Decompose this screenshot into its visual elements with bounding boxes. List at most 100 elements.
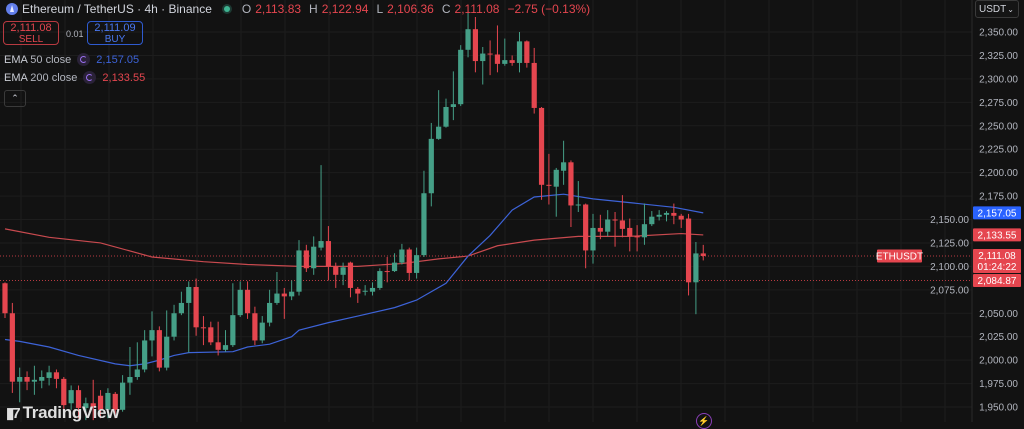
candle-body xyxy=(120,382,126,410)
grid xyxy=(0,0,972,422)
candle xyxy=(39,370,45,389)
candle xyxy=(671,203,677,225)
candle-body xyxy=(472,29,478,62)
candle xyxy=(575,181,581,212)
candle xyxy=(208,321,214,346)
candle-body xyxy=(362,290,368,292)
candle xyxy=(531,47,537,114)
countdown-text: 01:24:22 xyxy=(978,262,1017,273)
candle-body xyxy=(494,54,501,64)
candle-body xyxy=(634,236,640,238)
candle xyxy=(46,365,52,386)
price-lines xyxy=(0,255,972,282)
candle xyxy=(355,287,361,303)
candle xyxy=(612,212,618,247)
candle-body xyxy=(17,377,23,382)
candle xyxy=(391,253,398,272)
order-quantity[interactable]: 0.01 xyxy=(66,29,84,39)
candle xyxy=(252,306,258,346)
candle-body xyxy=(105,392,111,410)
currency-selector[interactable]: USDT ⌄ xyxy=(975,0,1019,18)
y-tick-label: 2,275.00 xyxy=(979,98,1018,109)
chevron-up-icon: ⌃ xyxy=(11,93,19,103)
sell-button[interactable]: 2,111.08 SELL xyxy=(3,21,59,45)
candle xyxy=(215,321,221,356)
candle-body xyxy=(186,287,192,303)
symbol-title[interactable]: Ethereum / TetherUS · 4h · Binance xyxy=(22,2,212,16)
y-tick-label: 2,300.00 xyxy=(979,74,1018,85)
candle-body xyxy=(311,246,317,269)
candle-body xyxy=(355,288,361,294)
candle xyxy=(222,330,229,352)
candle xyxy=(274,272,280,305)
y-tick-label: 2,000.00 xyxy=(979,356,1018,367)
candle-body xyxy=(61,378,67,406)
price-label: 2,133.55 xyxy=(973,228,1021,242)
price-label: 2,157.05 xyxy=(973,206,1021,220)
candle-body xyxy=(325,241,331,267)
indicator-name: EMA xyxy=(4,53,28,66)
candle-body xyxy=(480,53,486,62)
candle xyxy=(237,281,243,317)
candle-body xyxy=(200,327,207,329)
candle xyxy=(186,281,192,353)
candle xyxy=(325,226,331,281)
candle-body xyxy=(68,390,74,404)
indicator-name: EMA xyxy=(4,71,28,84)
ohlc-low-value: 2,106.36 xyxy=(387,2,434,16)
candle xyxy=(259,316,265,344)
price-label-text: 2,133.55 xyxy=(978,230,1017,241)
candle xyxy=(281,287,287,319)
candle-body xyxy=(75,390,82,408)
candle xyxy=(546,153,552,205)
candle-body xyxy=(267,302,273,323)
candle-body xyxy=(649,216,655,225)
candle-body xyxy=(502,60,508,64)
price-label-bg xyxy=(973,228,1021,242)
lightning-icon[interactable]: ⚡ xyxy=(696,413,712,429)
candle xyxy=(619,195,625,238)
ema200-legend[interactable]: EMA 200 close 2,133.55 xyxy=(4,71,145,84)
candle-body xyxy=(443,107,449,127)
candle-body xyxy=(414,255,420,273)
candle xyxy=(399,243,405,265)
candle-body xyxy=(391,262,398,272)
candle-body xyxy=(605,219,611,232)
buy-button[interactable]: 2,111.09 BUY xyxy=(87,21,143,45)
ema50-line xyxy=(4,193,704,367)
candles xyxy=(2,10,706,421)
ethereum-icon xyxy=(6,3,18,15)
tradingview-logo-icon: ▮7 xyxy=(6,405,21,422)
candle xyxy=(458,45,464,107)
candle xyxy=(61,377,67,410)
candle-body xyxy=(252,313,258,341)
y-tick-label: 2,025.00 xyxy=(979,332,1018,343)
ema200-path xyxy=(4,228,704,267)
candle xyxy=(362,285,368,296)
candle xyxy=(568,160,574,227)
candle-body xyxy=(450,104,456,107)
candle xyxy=(340,262,346,286)
price-change: −2.75 (−0.13%) xyxy=(507,2,591,16)
candle xyxy=(347,261,354,298)
candle xyxy=(75,385,82,419)
candle-body xyxy=(546,184,552,186)
ema50-legend[interactable]: EMA 50 close 2,157.05 xyxy=(4,53,139,66)
ohlc-open-value: 2,113.83 xyxy=(255,2,302,16)
candle xyxy=(428,122,434,207)
price-label-bg xyxy=(973,248,1021,273)
ohlc-low-label: L xyxy=(376,2,384,16)
tradingview-logo[interactable]: ▮7 TradingView xyxy=(6,403,119,423)
candle-body xyxy=(516,41,523,63)
candle-body xyxy=(678,215,684,220)
candle xyxy=(200,316,207,346)
candle-body xyxy=(244,289,251,314)
collapse-legend-button[interactable]: ⌃ xyxy=(4,90,26,107)
candle-body xyxy=(53,372,60,379)
candle xyxy=(296,240,302,296)
y-tick-label: 1,950.00 xyxy=(979,403,1018,414)
ohlc-high-value: 2,122.94 xyxy=(321,2,369,16)
y-tick-label: 2,075.00 xyxy=(930,285,969,296)
